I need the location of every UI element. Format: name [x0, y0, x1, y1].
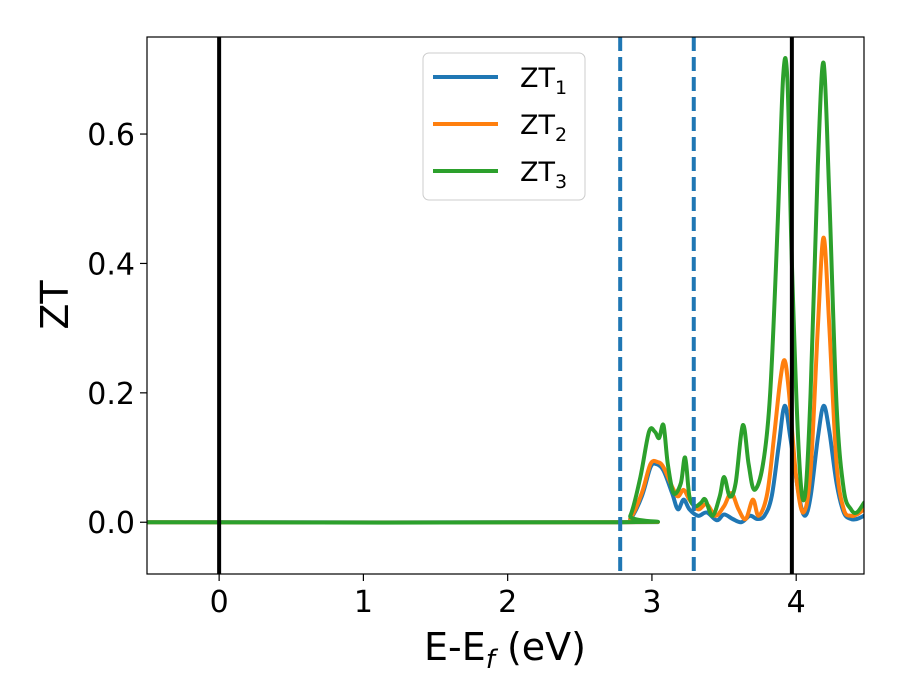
y-axis-label: ZT: [33, 280, 77, 330]
x-tick-label: 0: [210, 585, 229, 620]
legend-box: [422, 52, 586, 201]
legend: ZT1 ZT2 ZT3: [422, 52, 586, 201]
y-tick-label: 0.2: [87, 377, 135, 412]
y-tick-label: 0.4: [87, 247, 135, 282]
legend-label-zt1: ZT1: [520, 63, 567, 99]
series-layer: [147, 56, 864, 525]
legend-label-zt3: ZT3: [520, 157, 567, 193]
x-axis-label: E-Ef (eV): [424, 625, 586, 675]
x-tick-label: 1: [354, 585, 373, 620]
series-line-zt3: [147, 56, 864, 525]
x-tick-label: 4: [787, 585, 806, 620]
plot-frame: [146, 36, 865, 575]
legend-label-zt2: ZT2: [520, 110, 567, 146]
y-tick-label: 0.0: [87, 506, 135, 541]
series-line-zt2: [147, 235, 864, 525]
legend-items: ZT1 ZT2 ZT3: [433, 63, 567, 193]
x-tick-label: 2: [498, 585, 517, 620]
ticks-layer: 0 1 2 3 4 0.0 0.2 0.4 0.6: [87, 118, 805, 620]
reference-lines-layer: [217, 37, 794, 574]
x-tick-label: 3: [642, 585, 661, 620]
y-tick-label: 0.6: [87, 118, 135, 153]
